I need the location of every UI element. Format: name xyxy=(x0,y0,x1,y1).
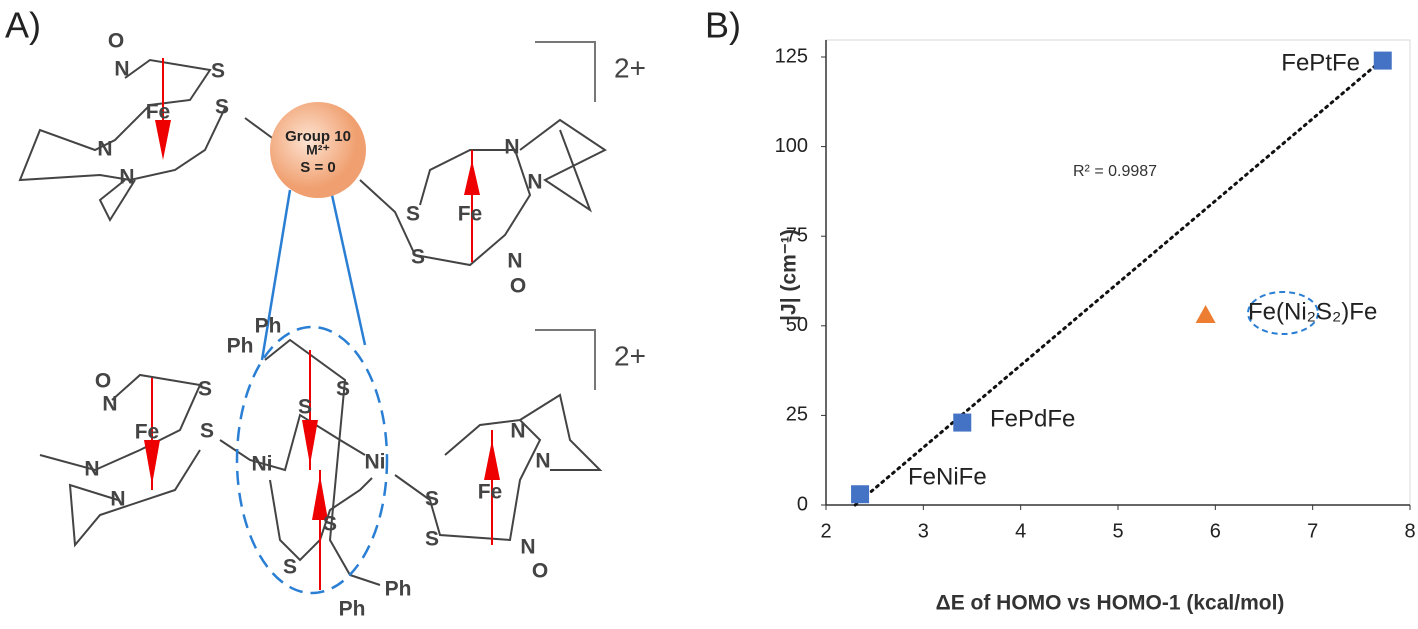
atom-label: N xyxy=(110,488,125,511)
marker xyxy=(953,413,972,432)
atom-label: O xyxy=(532,560,548,583)
atom-label: O xyxy=(510,275,526,298)
atom-label: N xyxy=(504,136,519,159)
y-tick-label: 75 xyxy=(786,224,808,246)
y-tick-label: 125 xyxy=(775,45,808,67)
atom-label: N xyxy=(527,171,542,194)
atom-label: S xyxy=(425,488,439,511)
x-tick-label: 8 xyxy=(1404,520,1415,542)
atom-label: S xyxy=(336,378,350,401)
y-tick-label: 50 xyxy=(786,314,808,336)
trendline xyxy=(853,55,1388,507)
x-tick-label: 4 xyxy=(1015,520,1026,542)
atom-label: Ph xyxy=(227,335,254,358)
panel-label: A) xyxy=(5,5,41,46)
atom-label: Ph xyxy=(339,598,366,621)
atom-label: S xyxy=(411,246,425,269)
marker xyxy=(1195,305,1216,324)
atom-label: N xyxy=(102,393,117,416)
y-axis-label: |J| (cm⁻¹) xyxy=(778,229,801,321)
point-label: FePtFe xyxy=(1281,49,1360,76)
atom-label: Ph xyxy=(255,315,282,338)
marker xyxy=(851,485,870,504)
x-tick-label: 6 xyxy=(1210,520,1221,542)
atom-label: Ph xyxy=(385,578,412,601)
atom-label: S xyxy=(425,528,439,551)
atom-label: N xyxy=(535,450,550,473)
y-tick-label: 25 xyxy=(786,404,808,426)
atom-label: Ni xyxy=(252,453,273,476)
charge: 2+ xyxy=(614,340,646,371)
atom-label: N xyxy=(84,458,99,481)
atom-label: O xyxy=(95,370,111,393)
x-axis-label: ΔE of HOMO vs HOMO-1 (kcal/mol) xyxy=(936,592,1285,615)
diagram-bonds xyxy=(18,41,607,595)
atom-label: S xyxy=(298,396,312,419)
atom-label: Fe xyxy=(458,203,483,226)
y-tick-label: 0 xyxy=(797,493,808,515)
x-tick-label: 3 xyxy=(918,520,929,542)
charge: 2+ xyxy=(614,52,646,83)
atom-label: N xyxy=(97,138,112,161)
x-tick-label: 2 xyxy=(820,520,831,542)
atom-label: N xyxy=(114,58,129,81)
y-tick-label: 100 xyxy=(775,135,808,157)
point-label: Fe(Ni₂S₂)Fe xyxy=(1248,298,1377,325)
atom-label: N xyxy=(507,250,522,273)
center-label: Group 10 xyxy=(285,128,351,145)
trendline-annotation: R² = 0.9987 xyxy=(1073,163,1157,180)
atom-label: N xyxy=(510,420,525,443)
atom-label: Ni xyxy=(365,451,386,474)
atom-label: N xyxy=(520,536,535,559)
atom-label: O xyxy=(108,30,124,53)
atom-label: Fe xyxy=(135,421,160,444)
marker xyxy=(1373,51,1392,70)
atom-label: Fe xyxy=(478,481,503,504)
panel-label: B) xyxy=(705,5,741,46)
atom-label: S xyxy=(283,556,297,579)
atom-label: S xyxy=(215,96,229,119)
atom-label: S xyxy=(323,513,337,536)
atom-label: S xyxy=(406,203,420,226)
atom-label: S xyxy=(211,60,225,83)
atom-label: S xyxy=(200,420,214,443)
atom-label: Fe xyxy=(146,101,171,124)
point-label: FePdFe xyxy=(990,405,1075,432)
point-label: FeNiFe xyxy=(908,463,987,490)
atom-label: N xyxy=(119,166,134,189)
x-tick-label: 5 xyxy=(1112,520,1123,542)
atom-label: S xyxy=(198,378,212,401)
x-tick-label: 7 xyxy=(1307,520,1318,542)
center-label: S = 0 xyxy=(300,159,335,176)
center-label: M²⁺ xyxy=(306,142,330,158)
